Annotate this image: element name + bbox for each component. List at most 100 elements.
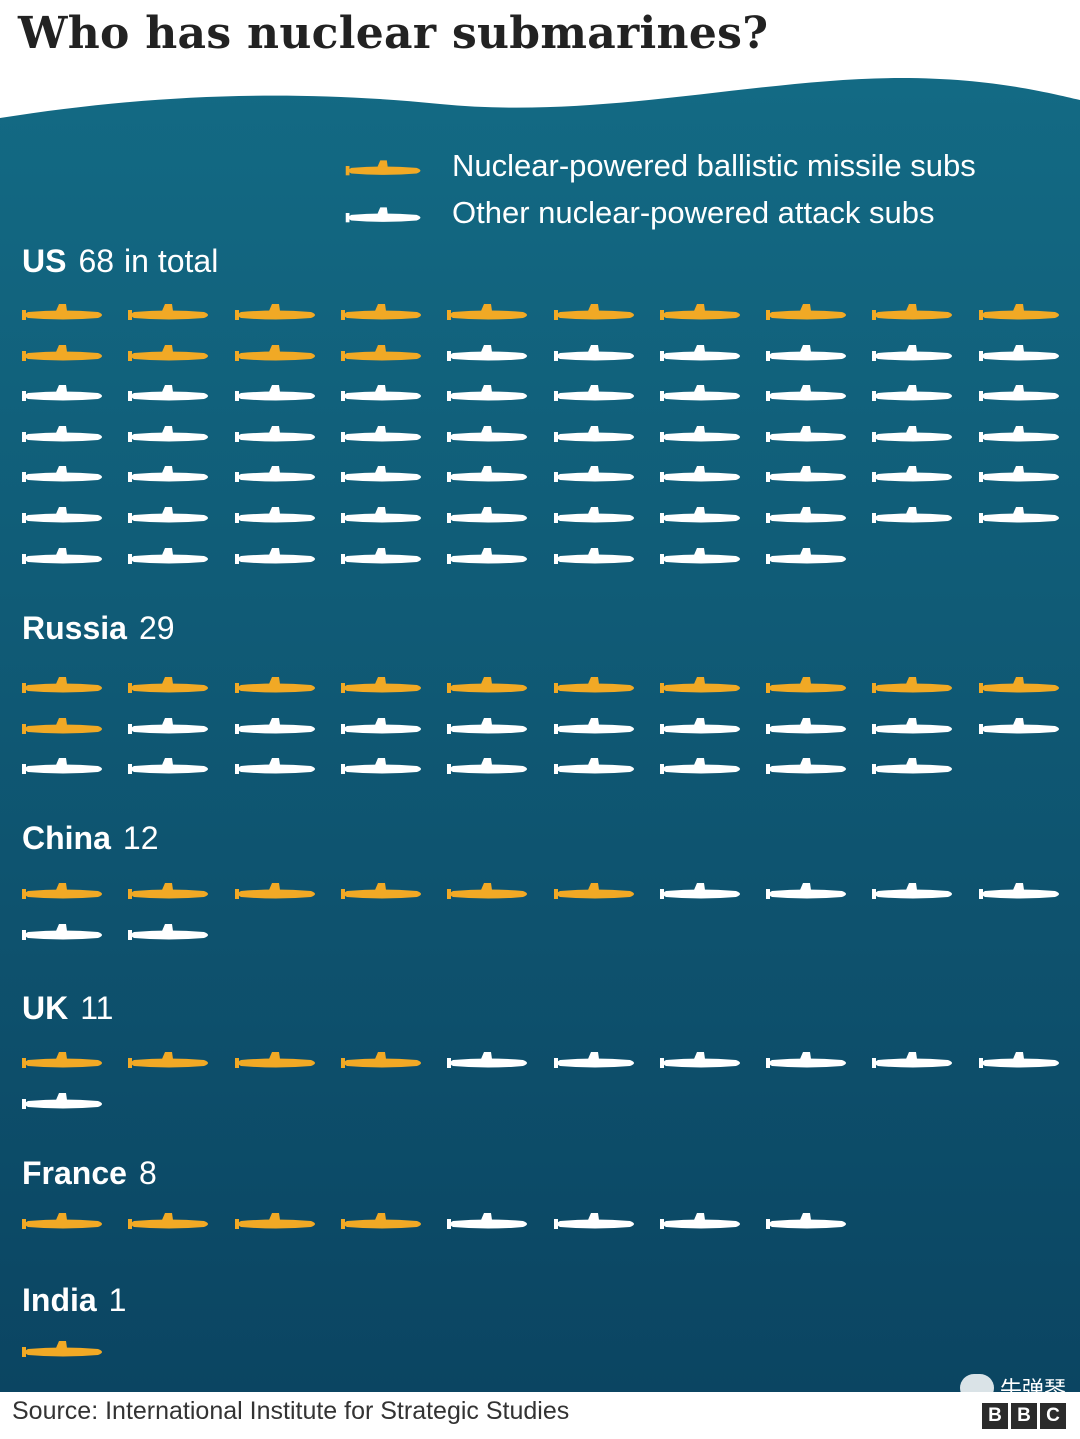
attack-sub-icon — [978, 385, 1059, 402]
attack-sub-icon — [978, 507, 1059, 523]
attack-sub-icon — [659, 344, 740, 361]
ballistic-sub-icon — [340, 304, 421, 320]
attack-sub-icon — [659, 1213, 740, 1229]
country-total: 29 — [138, 610, 175, 646]
attack-sub-icon — [447, 385, 528, 402]
attack-sub-icon — [659, 883, 740, 899]
attack-sub-icon — [872, 883, 953, 899]
watermark-text: 牛弹琴 — [999, 1377, 1066, 1402]
attack-sub-icon — [766, 507, 847, 523]
ballistic-sub-icon — [234, 1213, 315, 1229]
ballistic-sub-icon — [659, 677, 740, 693]
attack-sub-icon — [978, 344, 1059, 361]
attack-sub-icon — [766, 425, 847, 442]
country-name: India — [22, 1282, 97, 1318]
ballistic-sub-icon — [128, 304, 209, 320]
country-header: UK 11 — [22, 990, 113, 1027]
attack-sub-icon — [766, 385, 847, 402]
attack-sub-icon — [978, 1052, 1059, 1068]
country-total: 11 — [80, 990, 114, 1026]
attack-sub-icon — [340, 425, 421, 442]
legend-attack: Other nuclear-powered attack subs — [342, 193, 934, 233]
attack-sub-icon — [447, 1052, 528, 1068]
watermark: 牛弹琴 — [959, 1372, 1066, 1404]
attack-sub-icon — [553, 758, 634, 775]
ballistic-sub-icon — [128, 1213, 209, 1229]
attack-sub-icon — [234, 758, 315, 775]
attack-sub-icon — [22, 547, 102, 564]
ballistic-sub-icon — [22, 1341, 102, 1357]
country-name: US — [22, 243, 67, 279]
ballistic-sub-icon — [22, 1052, 102, 1068]
ballistic-sub-icon — [128, 1052, 209, 1068]
attack-sub-icon — [340, 507, 421, 523]
ballistic-sub-icon — [234, 1052, 315, 1068]
logo-letter: C — [1040, 1403, 1066, 1429]
attack-sub-icon — [340, 758, 421, 775]
ballistic-sub-icon — [234, 883, 315, 899]
ballistic-sub-icon — [128, 677, 209, 693]
attack-sub-icon — [234, 425, 315, 442]
ballistic-sub-icon — [553, 883, 634, 899]
ballistic-sub-icon — [345, 160, 421, 176]
attack-sub-icon — [340, 466, 421, 483]
ballistic-sub-icon — [22, 677, 102, 693]
ballistic-sub-icon — [340, 344, 421, 361]
attack-sub-icon — [553, 466, 634, 483]
attack-sub-icon — [553, 1052, 634, 1068]
ballistic-sub-icon — [447, 883, 528, 899]
attack-sub-icon — [234, 507, 315, 523]
ballistic-sub-icon — [766, 304, 847, 320]
country-name: France — [22, 1155, 127, 1191]
attack-sub-icon — [340, 385, 421, 402]
attack-sub-icon — [128, 758, 209, 775]
attack-sub-icon — [553, 507, 634, 523]
ballistic-sub-icon — [872, 677, 953, 693]
country-total: 68 — [78, 243, 115, 279]
attack-sub-icon — [978, 717, 1059, 734]
attack-sub-icon — [659, 717, 740, 734]
attack-sub-icon — [659, 385, 740, 402]
attack-sub-icon — [766, 717, 847, 734]
ballistic-sub-icon — [447, 677, 528, 693]
attack-sub-icon — [345, 207, 421, 223]
attack-sub-icon — [447, 466, 528, 483]
attack-sub-icon — [22, 507, 102, 523]
country-total-suffix: in total — [124, 243, 219, 279]
chat-bubble-icon — [959, 1374, 994, 1402]
ballistic-sub-icon — [553, 677, 634, 693]
ballistic-sub-icon — [22, 304, 102, 320]
attack-sub-icon — [872, 758, 953, 775]
attack-sub-icon — [22, 385, 102, 402]
country-total: 8 — [138, 1155, 157, 1191]
attack-sub-icon — [766, 758, 847, 775]
attack-sub-icon — [553, 547, 634, 564]
ballistic-sub-icon — [22, 883, 102, 899]
country-name: UK — [22, 990, 69, 1026]
attack-sub-icon — [553, 425, 634, 442]
legend-label-attack: Other nuclear-powered attack subs — [452, 195, 935, 230]
attack-sub-icon — [234, 385, 315, 402]
attack-sub-icon — [766, 1213, 847, 1229]
attack-sub-icon — [22, 758, 102, 775]
country-header: India 1 — [22, 1282, 126, 1319]
country-header: China 12 — [22, 820, 158, 857]
attack-sub-icon — [659, 547, 740, 564]
attack-sub-icon — [340, 717, 421, 734]
attack-sub-icon — [766, 547, 847, 564]
ballistic-sub-icon — [234, 677, 315, 693]
legend-label-ballistic: Nuclear-powered ballistic missile subs — [452, 148, 976, 183]
bbc-logo: B B C — [982, 1403, 1066, 1429]
attack-sub-icon — [128, 425, 209, 442]
attack-sub-icon — [766, 883, 847, 899]
attack-sub-icon — [872, 385, 953, 402]
country-total: 12 — [122, 820, 159, 856]
ballistic-sub-icon — [872, 304, 953, 320]
country-header: France 8 — [22, 1155, 157, 1192]
attack-sub-icon — [447, 507, 528, 523]
ballistic-sub-icon — [978, 677, 1059, 693]
attack-sub-icon — [872, 344, 953, 361]
attack-sub-icon — [659, 466, 740, 483]
attack-sub-icon — [978, 466, 1059, 483]
attack-sub-icon — [234, 466, 315, 483]
